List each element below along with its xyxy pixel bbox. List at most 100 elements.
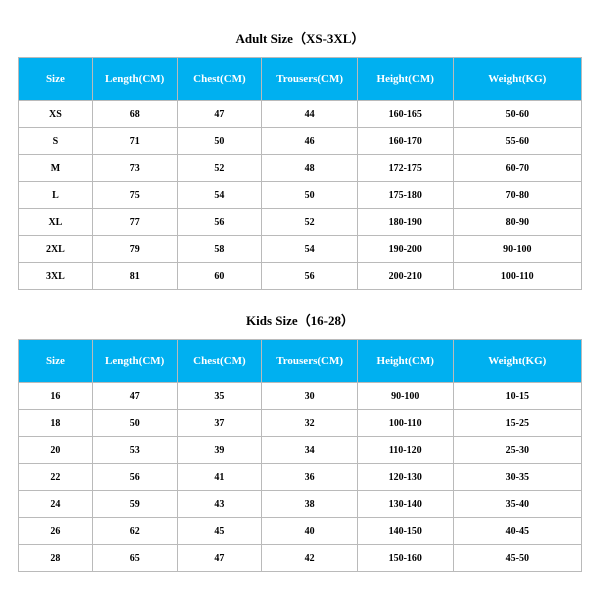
adult-table-row: 3XL816056200-210100-110 <box>19 263 582 290</box>
adult-cell: 200-210 <box>357 263 453 290</box>
adult-cell: 58 <box>177 236 262 263</box>
kids-table-row: 26624540140-15040-45 <box>19 518 582 545</box>
adult-cell: 71 <box>92 128 177 155</box>
kids-cell: 150-160 <box>357 545 453 572</box>
kids-table-row: 22564136120-13030-35 <box>19 464 582 491</box>
kids-cell: 15-25 <box>453 410 581 437</box>
kids-cell: 120-130 <box>357 464 453 491</box>
adult-cell: M <box>19 155 93 182</box>
adult-cell: 70-80 <box>453 182 581 209</box>
kids-cell: 10-15 <box>453 383 581 410</box>
adult-header-row: Size Length(CM) Chest(CM) Trousers(CM) H… <box>19 58 582 101</box>
size-chart-container: Adult Size（XS-3XL） Size Length(CM) Chest… <box>0 0 600 572</box>
adult-cell: 50-60 <box>453 101 581 128</box>
kids-cell: 100-110 <box>357 410 453 437</box>
kids-cell: 50 <box>92 410 177 437</box>
kids-cell: 90-100 <box>357 383 453 410</box>
kids-cell: 35-40 <box>453 491 581 518</box>
kids-cell: 53 <box>92 437 177 464</box>
adult-cell: 52 <box>262 209 358 236</box>
kids-table-row: 20533934110-12025-30 <box>19 437 582 464</box>
kids-cell: 40 <box>262 518 358 545</box>
adult-cell: 56 <box>177 209 262 236</box>
adult-cell: 68 <box>92 101 177 128</box>
adult-cell: 175-180 <box>357 182 453 209</box>
col-header-chest: Chest(CM) <box>177 340 262 383</box>
kids-cell: 45-50 <box>453 545 581 572</box>
kids-cell: 28 <box>19 545 93 572</box>
adult-cell: 44 <box>262 101 358 128</box>
adult-cell: S <box>19 128 93 155</box>
adult-cell: XL <box>19 209 93 236</box>
kids-cell: 45 <box>177 518 262 545</box>
kids-title: Kids Size（16-28） <box>18 310 582 329</box>
adult-table-row: L755450175-18070-80 <box>19 182 582 209</box>
kids-cell: 38 <box>262 491 358 518</box>
adult-cell: XS <box>19 101 93 128</box>
adult-title: Adult Size（XS-3XL） <box>18 28 582 47</box>
col-header-chest: Chest(CM) <box>177 58 262 101</box>
kids-cell: 41 <box>177 464 262 491</box>
col-header-size: Size <box>19 340 93 383</box>
adult-cell: 60 <box>177 263 262 290</box>
kids-cell: 18 <box>19 410 93 437</box>
adult-cell: 54 <box>177 182 262 209</box>
col-header-trousers: Trousers(CM) <box>262 340 358 383</box>
adult-cell: 2XL <box>19 236 93 263</box>
kids-cell: 140-150 <box>357 518 453 545</box>
kids-cell: 40-45 <box>453 518 581 545</box>
kids-cell: 130-140 <box>357 491 453 518</box>
adult-cell: 100-110 <box>453 263 581 290</box>
adult-size-table: Size Length(CM) Chest(CM) Trousers(CM) H… <box>18 57 582 290</box>
adult-cell: 54 <box>262 236 358 263</box>
kids-cell: 39 <box>177 437 262 464</box>
kids-cell: 20 <box>19 437 93 464</box>
adult-cell: 190-200 <box>357 236 453 263</box>
kids-cell: 30-35 <box>453 464 581 491</box>
kids-table-row: 1647353090-10010-15 <box>19 383 582 410</box>
adult-cell: 3XL <box>19 263 93 290</box>
adult-table-row: S715046160-17055-60 <box>19 128 582 155</box>
adult-cell: 52 <box>177 155 262 182</box>
adult-cell: 160-170 <box>357 128 453 155</box>
col-header-length: Length(CM) <box>92 340 177 383</box>
kids-cell: 32 <box>262 410 358 437</box>
kids-header-row: Size Length(CM) Chest(CM) Trousers(CM) H… <box>19 340 582 383</box>
col-header-trousers: Trousers(CM) <box>262 58 358 101</box>
adult-cell: 46 <box>262 128 358 155</box>
kids-cell: 47 <box>92 383 177 410</box>
kids-cell: 42 <box>262 545 358 572</box>
kids-cell: 62 <box>92 518 177 545</box>
adult-table-row: XL775652180-19080-90 <box>19 209 582 236</box>
adult-cell: 47 <box>177 101 262 128</box>
adult-cell: 50 <box>177 128 262 155</box>
adult-cell: 73 <box>92 155 177 182</box>
col-header-size: Size <box>19 58 93 101</box>
col-header-height: Height(CM) <box>357 340 453 383</box>
kids-table-body: 1647353090-10010-1518503732100-11015-252… <box>19 383 582 572</box>
adult-cell: 81 <box>92 263 177 290</box>
adult-cell: 48 <box>262 155 358 182</box>
col-header-weight: Weight(KG) <box>453 58 581 101</box>
table-gap <box>18 290 582 302</box>
adult-cell: L <box>19 182 93 209</box>
adult-cell: 60-70 <box>453 155 581 182</box>
adult-cell: 50 <box>262 182 358 209</box>
col-header-weight: Weight(KG) <box>453 340 581 383</box>
adult-table-row: XS684744160-16550-60 <box>19 101 582 128</box>
adult-cell: 180-190 <box>357 209 453 236</box>
adult-cell: 90-100 <box>453 236 581 263</box>
adult-cell: 80-90 <box>453 209 581 236</box>
adult-table-row: M735248172-17560-70 <box>19 155 582 182</box>
adult-cell: 75 <box>92 182 177 209</box>
adult-cell: 160-165 <box>357 101 453 128</box>
adult-cell: 55-60 <box>453 128 581 155</box>
kids-cell: 47 <box>177 545 262 572</box>
kids-cell: 24 <box>19 491 93 518</box>
kids-cell: 35 <box>177 383 262 410</box>
adult-cell: 79 <box>92 236 177 263</box>
kids-table-row: 24594338130-14035-40 <box>19 491 582 518</box>
adult-cell: 77 <box>92 209 177 236</box>
kids-size-table: Size Length(CM) Chest(CM) Trousers(CM) H… <box>18 339 582 572</box>
adult-cell: 56 <box>262 263 358 290</box>
